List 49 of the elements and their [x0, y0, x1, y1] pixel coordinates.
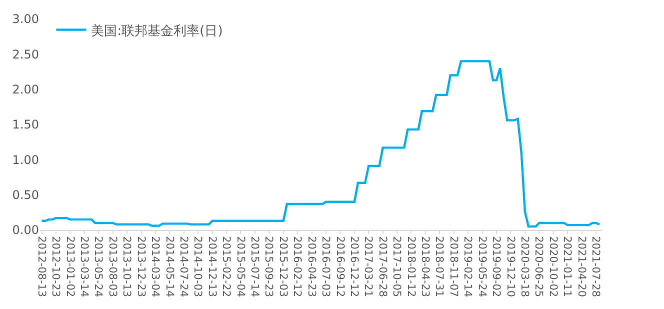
y-tick-label: 1.00: [12, 152, 39, 167]
x-tick-label: 2021-01-11: [561, 236, 574, 298]
x-tick-label: 2013-01-02: [64, 236, 76, 298]
line-series: [40, 60, 601, 228]
x-tick-label: 2019-09-02: [490, 236, 502, 298]
x-tick-label: 2014-07-24: [177, 236, 190, 298]
x-tick-label: 2019-02-14: [462, 236, 474, 298]
x-tick-label: 2013-05-24: [92, 236, 104, 298]
x-tick-label: 2018-07-31: [433, 236, 446, 298]
x-tick-label: 2013-10-13: [120, 236, 133, 298]
x-tick-label: 2018-04-23: [419, 236, 432, 298]
x-tick-label: 2016-04-23: [305, 236, 318, 298]
x-tick-label: 2015-05-04: [234, 236, 246, 298]
x-tick-label: 2020-10-02: [546, 236, 559, 298]
x-tick-label: 2019-12-10: [504, 236, 516, 298]
x-tick-label: 2017-06-28: [376, 236, 388, 298]
x-tick-label: 2014-10-03: [192, 236, 204, 298]
x-tick-label: 2015-07-14: [248, 236, 261, 298]
x-tick-label: 2012-08-13: [35, 236, 48, 298]
x-tick-label: 2015-12-03: [276, 236, 289, 298]
x-tick-label: 2016-12-12: [348, 236, 360, 298]
x-tick-label: 2015-09-23: [262, 236, 275, 298]
y-tick-label: 0.00: [12, 223, 39, 238]
x-tick-label: 2017-03-21: [362, 236, 374, 298]
x-tick-label: 2015-02-22: [220, 236, 232, 298]
legend-label: 美国:联邦基金利率(日): [91, 22, 223, 39]
x-tick-label: 2012-10-23: [50, 236, 62, 298]
y-tick-label: 3.00: [12, 12, 39, 26]
x-tick-label: 2013-03-14: [78, 236, 90, 298]
y-tick-label: 2.00: [12, 82, 39, 97]
x-tick-label: 2016-09-12: [334, 236, 346, 298]
x-tick-label: 2020-03-18: [518, 236, 530, 298]
x-tick-label: 2018-01-12: [404, 236, 417, 298]
x-tick-label: 2020-06-25: [532, 236, 545, 298]
y-tick-label: 0.50: [12, 188, 39, 202]
x-tick-label: 2019-05-24: [476, 236, 488, 298]
x-tick-label: 2021-04-20: [575, 236, 588, 298]
x-tick-label: 2014-12-13: [206, 236, 218, 298]
y-tick-label: 2.50: [12, 47, 39, 62]
x-tick-label: 2014-03-04: [149, 236, 162, 298]
x-tick-label: 2016-07-03: [320, 236, 332, 298]
x-tick-label: 2018-11-07: [447, 236, 460, 298]
y-tick-label: 1.50: [12, 118, 39, 132]
x-tick-label: 2016-02-12: [291, 236, 304, 298]
x-tick-label: 2013-08-03: [106, 236, 118, 298]
x-tick-label: 2017-10-05: [390, 236, 403, 298]
x-tick-label: 2013-12-23: [134, 236, 147, 298]
x-tick-label: 2014-05-14: [163, 236, 176, 298]
x-tick-label: 2021-07-28: [590, 236, 602, 298]
